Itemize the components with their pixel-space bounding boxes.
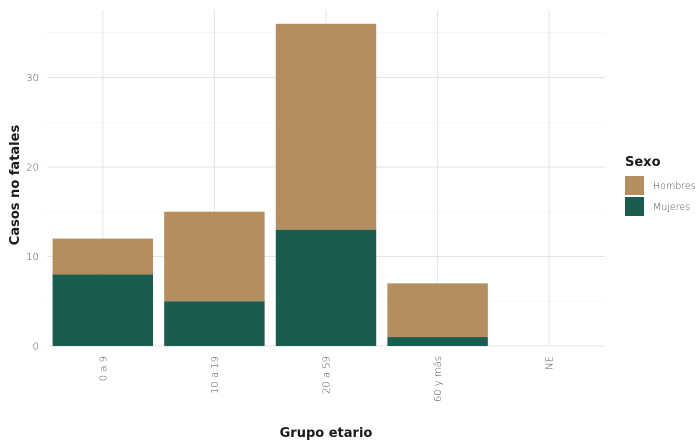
bar-hombres-0	[52, 238, 154, 275]
x-tick-label: 0 a 9	[98, 356, 109, 381]
legend-label-mujeres: Mujeres	[653, 202, 690, 213]
legend-title: Sexo	[625, 155, 661, 170]
x-axis-ticks: 0 a 9 10 a 19 20 a 59 60 y más NE	[98, 356, 555, 402]
x-tick-label: 20 a 59	[322, 356, 333, 394]
y-axis-ticks: 0 10 20 30	[26, 73, 39, 353]
x-tick-label: NE	[545, 356, 556, 370]
x-axis-title: Grupo etario	[280, 426, 373, 441]
x-tick-label: 60 y más	[432, 356, 444, 402]
legend: Sexo Hombres Mujeres	[625, 155, 696, 216]
bar-hombres-2	[275, 23, 377, 230]
y-tick-label: 10	[26, 252, 39, 263]
bar-mujeres-3	[387, 337, 488, 346]
bar-mujeres-1	[164, 301, 265, 346]
bar-hombres-1	[164, 211, 265, 302]
legend-swatch-mujeres	[625, 197, 644, 216]
y-tick-label: 0	[33, 342, 39, 353]
legend-label-hombres: Hombres	[653, 181, 696, 192]
bar-mujeres-2	[275, 229, 377, 346]
bar-mujeres-0	[52, 274, 154, 346]
y-axis-title: Casos no fatales	[8, 125, 23, 246]
legend-swatch-hombres	[625, 176, 644, 195]
x-tick-label: 10 a 19	[210, 356, 221, 394]
y-tick-label: 20	[26, 163, 39, 174]
y-tick-label: 30	[26, 73, 39, 84]
bars	[52, 23, 488, 346]
bar-hombres-3	[387, 283, 488, 338]
